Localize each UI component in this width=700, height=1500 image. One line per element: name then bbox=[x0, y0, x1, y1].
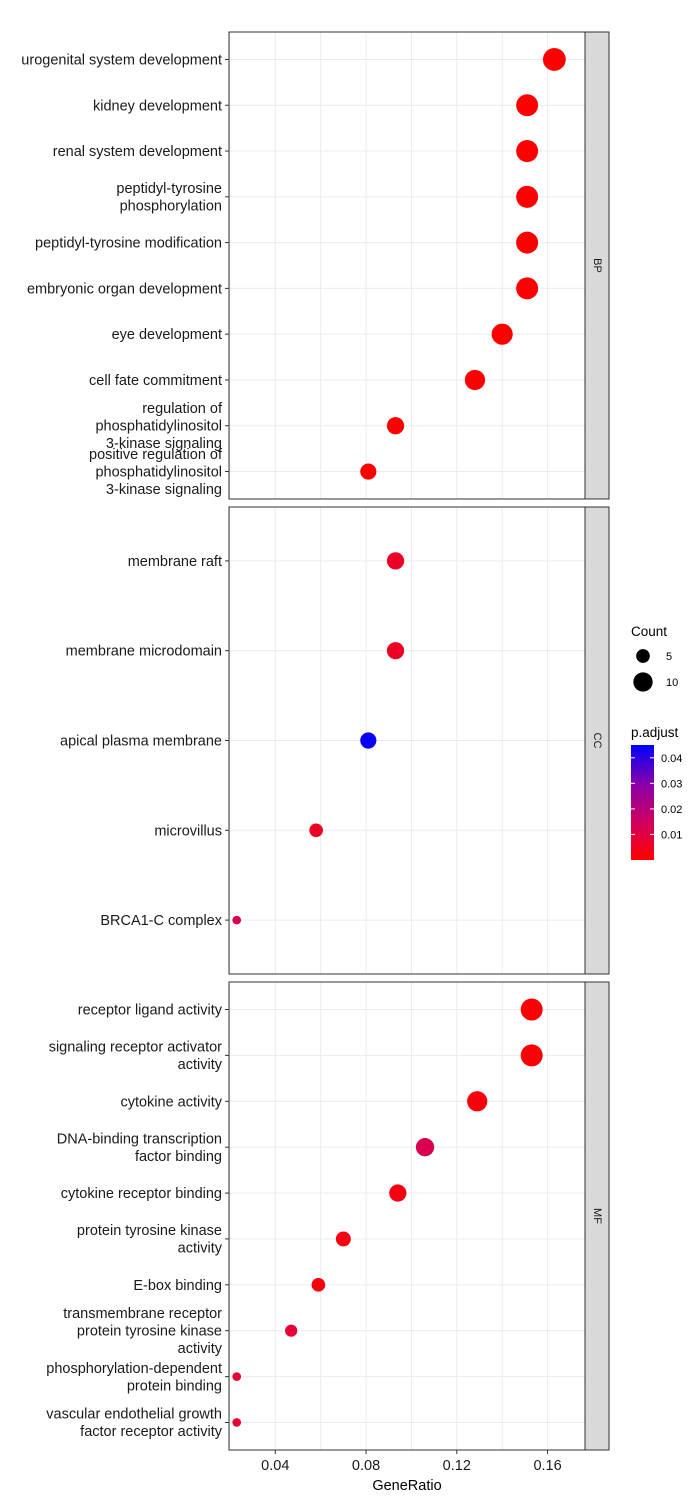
legend-size-key bbox=[633, 672, 653, 692]
legend-count-title: Count bbox=[631, 624, 667, 639]
y-tick-label: membrane microdomain bbox=[66, 644, 222, 660]
y-tick-label: vascular endothelial growth factor recept… bbox=[46, 1407, 222, 1441]
legend-color-label: 0.01 bbox=[661, 829, 682, 841]
y-tick-label: peptidyl-tyrosine modification bbox=[35, 236, 222, 252]
y-tick-label: kidney development bbox=[93, 98, 222, 114]
y-tick-label: membrane raft bbox=[128, 554, 222, 570]
data-point bbox=[516, 94, 539, 117]
facet-strip-label: BP bbox=[591, 258, 603, 273]
y-tick-label: peptidyl-tyrosine phosphorylation bbox=[116, 181, 222, 215]
data-point bbox=[285, 1324, 298, 1337]
facet-strip bbox=[584, 506, 610, 975]
y-tick-label: BRCA1-C complex bbox=[100, 913, 222, 929]
facet-strip bbox=[584, 31, 610, 500]
legend-size-label: 10 bbox=[666, 677, 678, 689]
data-point bbox=[386, 552, 405, 570]
y-tick-label: apical plasma membrane bbox=[60, 734, 222, 750]
data-point bbox=[464, 369, 486, 391]
data-point bbox=[542, 48, 566, 71]
data-point bbox=[415, 1138, 435, 1157]
legend-size-label: 5 bbox=[666, 651, 672, 663]
x-tick-label: 0.04 bbox=[261, 1458, 289, 1474]
data-point bbox=[520, 998, 543, 1021]
y-tick-label: microvillus bbox=[154, 823, 222, 839]
facet-strip bbox=[584, 981, 610, 1451]
y-tick-label: transmembrane receptor protein tyrosine k… bbox=[63, 1306, 223, 1357]
legend-color-label: 0.02 bbox=[661, 804, 682, 816]
data-point bbox=[232, 1418, 242, 1427]
data-point bbox=[232, 915, 242, 925]
y-tick-label: phosphorylation-dependent protein binding bbox=[46, 1361, 222, 1395]
x-tick-label: 0.08 bbox=[352, 1458, 380, 1474]
data-point bbox=[389, 1184, 407, 1202]
x-axis-title: GeneRatio bbox=[372, 1478, 441, 1494]
data-point bbox=[232, 1372, 242, 1381]
data-point bbox=[491, 323, 513, 345]
data-point bbox=[335, 1231, 351, 1247]
legend-padjust-title: p.adjust bbox=[631, 725, 679, 740]
data-point bbox=[386, 642, 405, 660]
y-tick-label: receptor ligand activity bbox=[78, 1003, 223, 1019]
x-tick-label: 0.16 bbox=[533, 1458, 561, 1474]
x-tick-label: 0.12 bbox=[443, 1458, 471, 1474]
data-point bbox=[516, 231, 539, 254]
y-tick-label: protein tyrosine kinase activity bbox=[77, 1223, 223, 1257]
legend-color-label: 0.04 bbox=[661, 753, 682, 765]
data-point bbox=[309, 823, 323, 838]
y-tick-label: renal system development bbox=[53, 144, 222, 160]
y-tick-label: cell fate commitment bbox=[89, 373, 222, 389]
y-tick-label: positive regulation of phosphatidylinosit… bbox=[89, 447, 223, 498]
data-point bbox=[520, 1044, 543, 1067]
data-point bbox=[360, 732, 377, 749]
legend-color-label: 0.03 bbox=[661, 778, 682, 790]
y-tick-label: cytokine receptor binding bbox=[61, 1186, 222, 1202]
data-point bbox=[467, 1091, 488, 1112]
data-point bbox=[516, 140, 539, 163]
y-tick-label: signaling receptor activator activity bbox=[49, 1040, 223, 1074]
y-tick-label: regulation of phosphatidylinositol 3-kinas… bbox=[95, 401, 223, 452]
y-tick-label: eye development bbox=[112, 327, 222, 343]
data-point bbox=[386, 417, 405, 435]
facet-strip-label: MF bbox=[591, 1208, 603, 1224]
y-tick-label: cytokine activity bbox=[120, 1094, 222, 1110]
y-tick-label: urogenital system development bbox=[21, 52, 222, 68]
data-point bbox=[516, 185, 539, 208]
facet-strip-label: CC bbox=[591, 733, 603, 749]
y-tick-label: E-box binding bbox=[133, 1278, 222, 1294]
data-point bbox=[311, 1278, 326, 1292]
data-point bbox=[360, 463, 377, 480]
legend-color-bar bbox=[631, 745, 654, 860]
data-point bbox=[516, 277, 539, 300]
legend-size-key bbox=[636, 649, 650, 663]
y-tick-label: embryonic organ development bbox=[27, 281, 222, 297]
y-tick-label: DNA-binding transcription factor binding bbox=[57, 1131, 222, 1165]
